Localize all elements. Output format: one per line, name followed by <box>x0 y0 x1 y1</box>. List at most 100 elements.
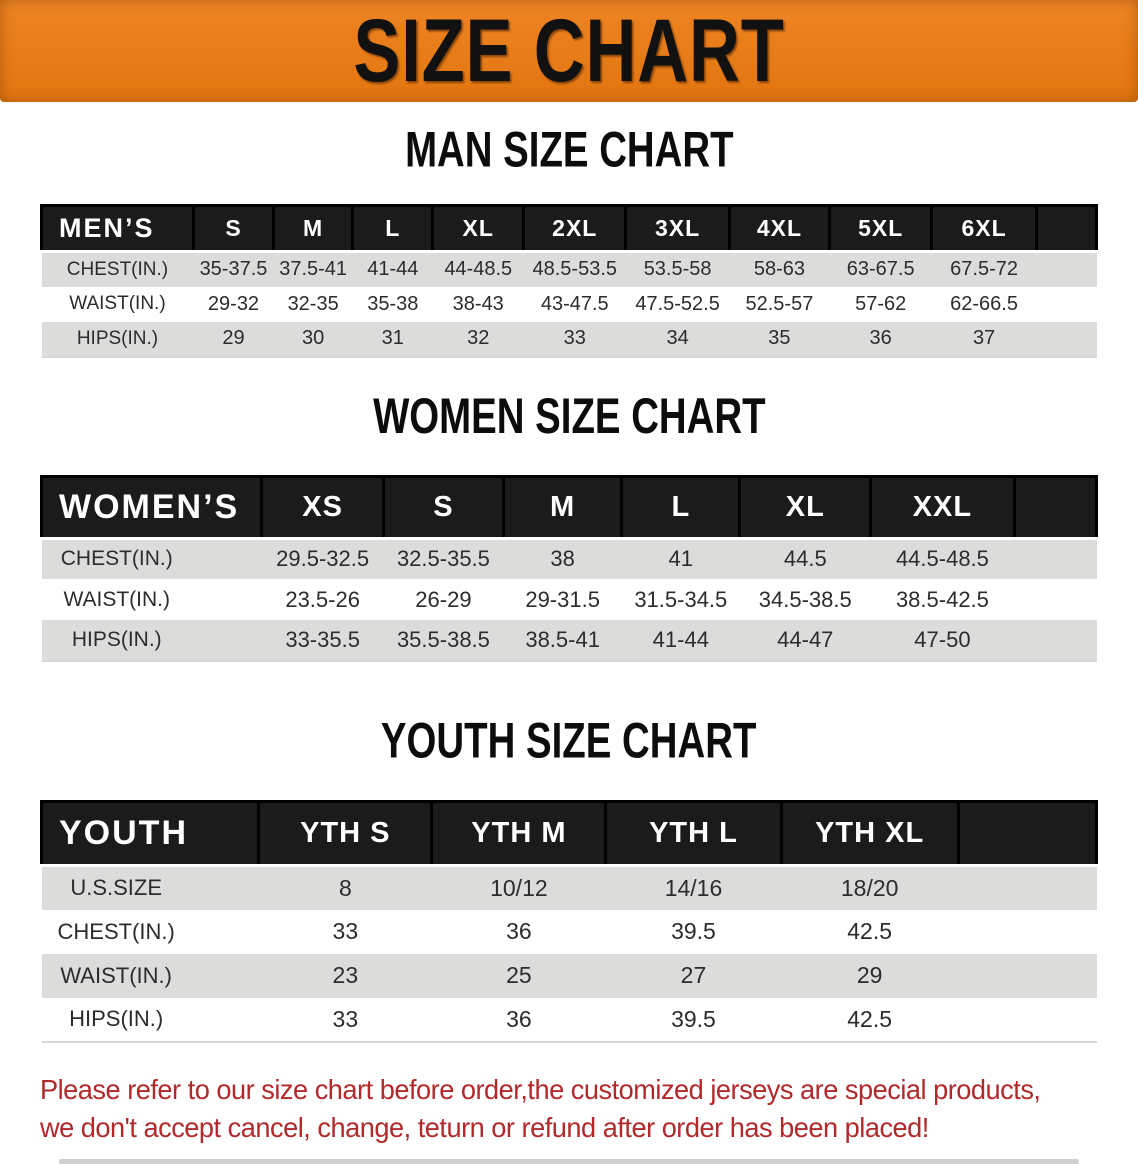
men-table-header: MEN’S S M L XL 2XL 3XL 4XL 5XL 6XL <box>40 204 1099 253</box>
youth-size-value-cell: 39.5 <box>671 1005 716 1032</box>
banner-title: SIZE CHART <box>353 1 785 101</box>
men-size-column-header: 4XL <box>727 204 832 253</box>
disclaimer-line-1: Please refer to our size chart before or… <box>40 1073 1041 1105</box>
men-size-value-cell: 43-47.5 <box>540 292 609 315</box>
youth-size-column-header: YTH M <box>430 800 608 867</box>
men-size-column-header: 5XL <box>828 204 934 253</box>
men-size-value-cell: 58-63 <box>729 251 830 287</box>
men-size-value-cell: 33 <box>523 321 626 357</box>
women-row-label: WAIST(IN.) <box>63 587 171 611</box>
men-section-title: MAN SIZE CHART <box>404 122 734 179</box>
women-size-value-cell: 44.5 <box>739 538 871 579</box>
men-size-value-cell: 52.5-57 <box>745 292 814 315</box>
women-size-column-header: XS <box>260 474 385 540</box>
men-size-column-header: S <box>191 204 276 253</box>
section-youth: YOUTH SIZE CHART YOUTH YTH S YTH M YTH L YTH… <box>0 713 1138 1043</box>
youth-table-header: YOUTH YTH S YTH M YTH L YTH XL <box>39 800 1099 867</box>
men-size-value-cell: 31 <box>352 321 433 357</box>
youth-measure-row: WAIST(IN.) 23 25 27 29 <box>41 953 1097 998</box>
men-measure-row: HIPS(IN.) 29 30 31 32 33 34 35 36 37 <box>41 321 1097 357</box>
youth-table-corner-label: YOUTH <box>39 800 261 867</box>
men-table-body: CHEST(IN.) 35-37.5 37.5-41 41-44 44-48.5 48.5… <box>41 251 1097 357</box>
women-row-label: HIPS(IN.) <box>41 620 262 661</box>
women-row-filler <box>1014 620 1097 661</box>
men-size-value-cell: 37 <box>931 321 1037 357</box>
youth-row-filler <box>958 953 1097 998</box>
men-size-column-header: L <box>351 204 435 253</box>
men-size-value-cell: 67.5-72 <box>931 251 1037 287</box>
men-size-value-cell: 35-37.5 <box>193 251 274 287</box>
youth-row-filler <box>958 910 1096 954</box>
men-size-value-cell: 36 <box>829 321 932 357</box>
men-row-filler <box>1036 251 1097 287</box>
youth-size-value-cell: 29 <box>781 953 959 998</box>
youth-row-label: CHEST(IN.) <box>57 918 175 944</box>
women-row-label: CHEST(IN.) <box>41 538 262 579</box>
women-table-corner-label: WOMEN’S <box>39 474 264 540</box>
women-size-value-cell: 26-29 <box>415 586 472 612</box>
youth-section-title: YOUTH SIZE CHART <box>381 713 757 770</box>
bottom-divider <box>59 1158 1079 1164</box>
youth-size-column-header: YTH XL <box>779 800 960 867</box>
youth-size-value-cell: 36 <box>506 1005 532 1032</box>
men-size-value-cell: 53.5-58 <box>625 251 730 287</box>
youth-size-value-cell: 27 <box>605 953 782 998</box>
women-size-value-cell: 44-47 <box>739 620 871 661</box>
women-table-header: WOMEN’S XS S M L XL XXL <box>39 474 1099 540</box>
youth-size-column-header: YTH S <box>257 800 434 867</box>
women-size-value-cell: 41 <box>621 538 740 579</box>
women-size-column-header: XXL <box>869 474 1016 540</box>
women-size-value-cell: 38 <box>503 538 622 579</box>
youth-size-value-cell: 23 <box>258 953 432 998</box>
women-size-value-cell: 23.5-26 <box>285 586 360 612</box>
youth-header-filler <box>956 800 1099 867</box>
men-header-filler <box>1034 204 1099 253</box>
youth-row-label: U.S.SIZE <box>41 865 259 910</box>
youth-size-value-cell: 36 <box>506 918 532 944</box>
youth-size-table: YOUTH YTH S YTH M YTH L YTH XL U.S.SIZE 8 10/1… <box>39 800 1099 1043</box>
men-size-value-cell: 37.5-41 <box>273 251 353 287</box>
youth-row-filler <box>958 998 1096 1042</box>
men-size-value-cell: 41-44 <box>352 251 433 287</box>
men-size-value-cell: 62-66.5 <box>950 292 1018 315</box>
youth-size-value-cell: 42.5 <box>847 918 893 944</box>
men-size-value-cell: 47.5-52.5 <box>635 292 720 315</box>
women-measure-row: WAIST(IN.) 23.5-26 26-29 29-31.5 31.5-34.5 34… <box>42 579 1097 620</box>
women-table-body: CHEST(IN.) 29.5-32.5 32.5-35.5 38 41 44.5 44.5… <box>41 538 1097 661</box>
women-section-title: WOMEN SIZE CHART <box>372 388 766 444</box>
women-size-value-cell: 32.5-35.5 <box>383 538 504 579</box>
youth-row-filler <box>958 865 1097 910</box>
men-size-value-cell: 35-38 <box>367 292 419 315</box>
youth-table-body: U.S.SIZE 8 10/12 14/16 18/20 CHEST(IN.) 33 36 39… <box>41 865 1097 1042</box>
men-measure-row: WAIST(IN.) 29-32 32-35 35-38 38-43 43-47.5 47.… <box>42 287 1097 322</box>
disclaimer-note: Please refer to our size chart before or… <box>40 1071 1105 1147</box>
women-size-value-cell: 38.5-41 <box>503 620 622 661</box>
women-header-filler <box>1012 474 1099 540</box>
women-row-filler <box>1014 538 1097 579</box>
men-size-column-header: 2XL <box>522 204 628 253</box>
men-row-label: WAIST(IN.) <box>69 293 166 314</box>
men-size-value-cell: 34 <box>625 321 730 357</box>
men-size-value-cell: 57-62 <box>855 292 907 315</box>
youth-measure-row: CHEST(IN.) 33 36 39.5 42.5 <box>42 910 1097 954</box>
men-size-value-cell: 63-67.5 <box>829 251 932 287</box>
men-size-value-cell: 48.5-53.5 <box>523 251 626 287</box>
women-size-value-cell: 29-31.5 <box>525 586 600 612</box>
men-row-label: HIPS(IN.) <box>41 321 194 357</box>
men-size-value-cell: 29 <box>193 321 274 357</box>
men-table-corner-label: MEN’S <box>40 204 195 253</box>
women-size-value-cell: 34.5-38.5 <box>758 586 852 612</box>
men-size-value-cell: 44-48.5 <box>432 251 524 287</box>
banner: SIZE CHART <box>0 0 1138 102</box>
women-row-filler <box>1014 579 1096 620</box>
youth-size-value-cell: 14/16 <box>605 865 782 910</box>
men-measure-row: CHEST(IN.) 35-37.5 37.5-41 41-44 44-48.5 48.5… <box>41 251 1097 287</box>
women-measure-row: CHEST(IN.) 29.5-32.5 32.5-35.5 38 41 44.5 44.5… <box>41 538 1097 579</box>
women-size-column-header: M <box>502 474 624 540</box>
women-size-value-cell: 47-50 <box>870 620 1015 661</box>
men-row-label: CHEST(IN.) <box>41 251 194 287</box>
men-row-filler <box>1036 321 1097 357</box>
youth-size-value-cell: 18/20 <box>781 865 959 910</box>
women-size-value-cell: 31.5-34.5 <box>634 586 728 612</box>
